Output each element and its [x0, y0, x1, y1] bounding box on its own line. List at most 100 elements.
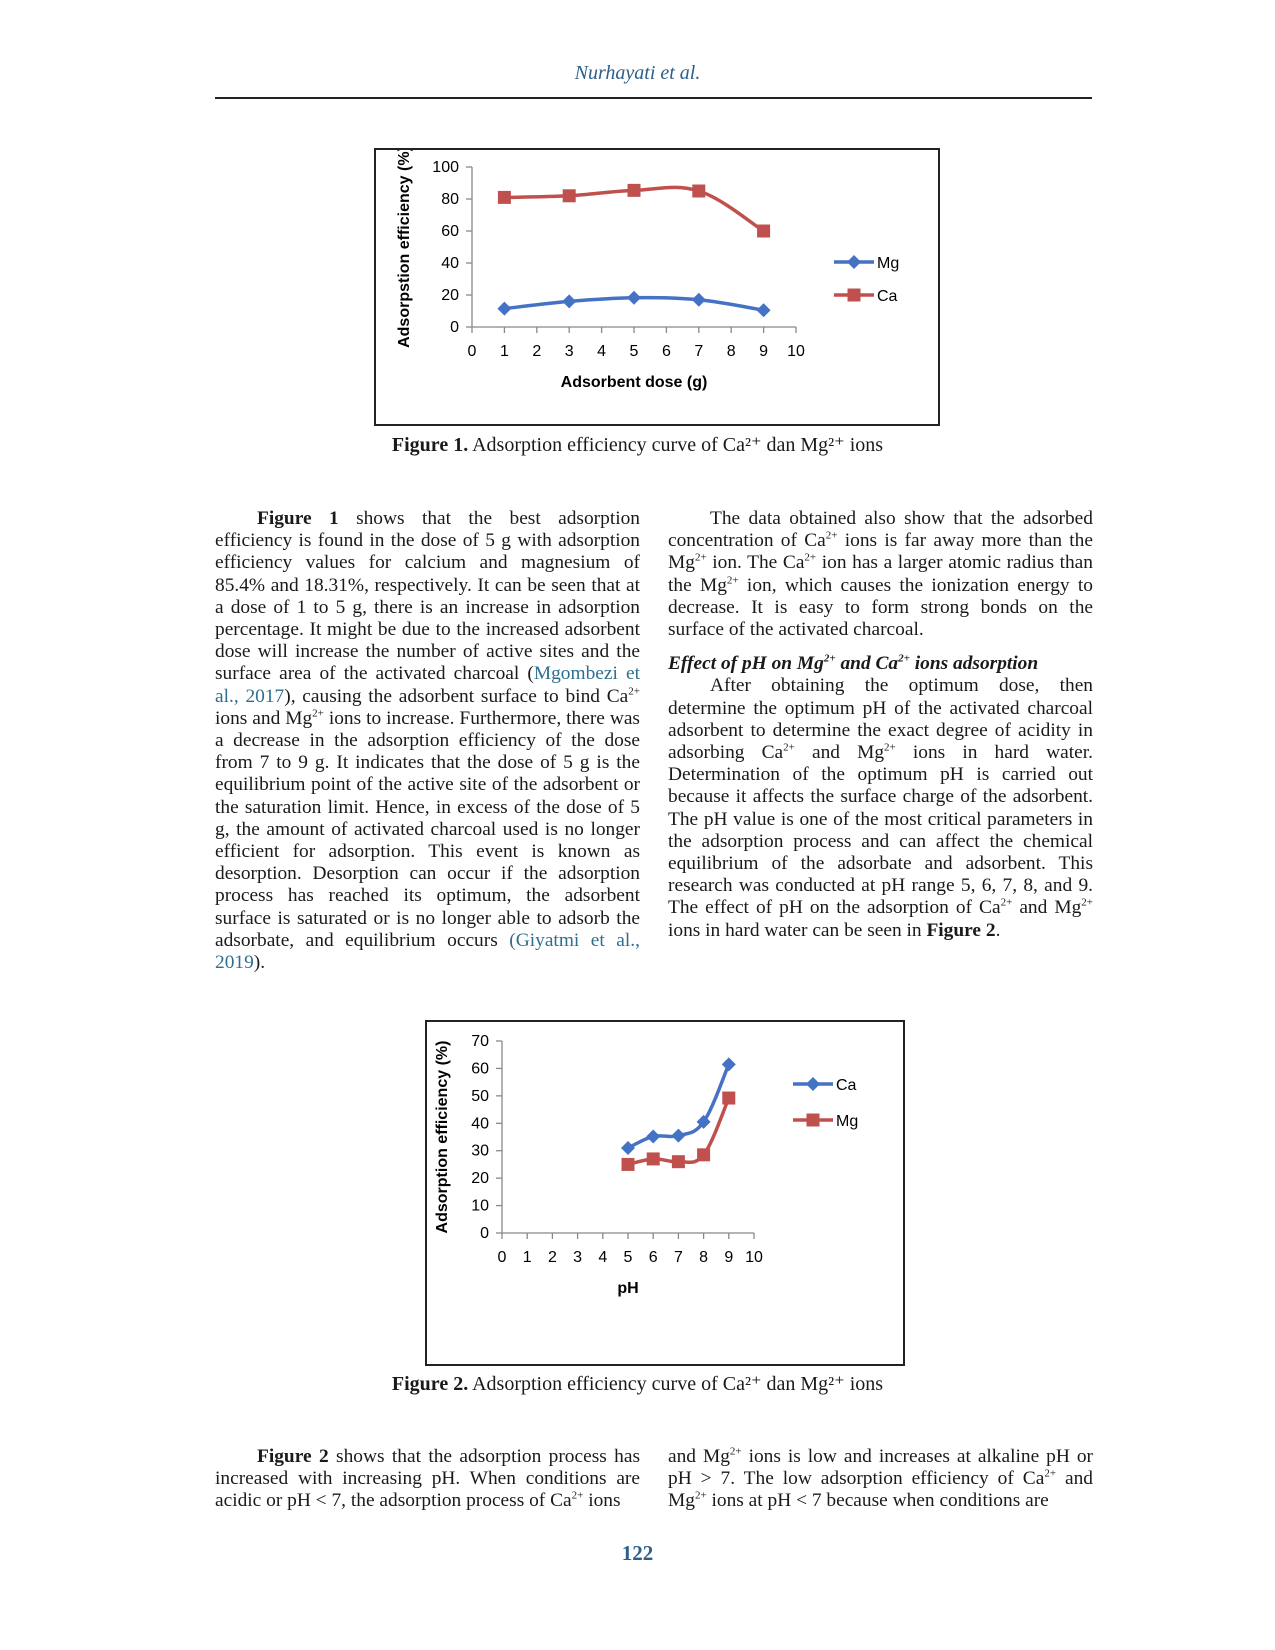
- legend-marker-mg: [806, 1113, 820, 1127]
- x-tick-label: 1: [523, 1249, 532, 1266]
- data-point-ca: [692, 184, 706, 198]
- text: ions in hard water. Determination of the…: [668, 742, 1093, 919]
- data-point-mg: [562, 294, 577, 309]
- citation-giyatmi[interactable]: (Giyatmi et al., 2019: [215, 929, 640, 974]
- data-point-ca: [621, 1140, 635, 1155]
- superscript: 2+: [1044, 1467, 1057, 1480]
- figure-2-caption-label: Figure 2.: [391, 1373, 469, 1395]
- y-tick-label: 0: [480, 1225, 489, 1242]
- data-point-mg: [627, 290, 641, 305]
- data-point-ca: [627, 183, 641, 197]
- legend-label-ca: Ca: [836, 1077, 857, 1094]
- superscript: 2+: [825, 529, 838, 542]
- figure-ref: Figure 1: [257, 508, 339, 529]
- left-column-top: Figure 1 shows that the best adsorption …: [215, 508, 640, 974]
- text: ion has a larger atomic radius than the …: [668, 552, 1093, 596]
- figure-1-svg: 0 20 40 60 80 100 0 1 2 3 4 5 6 7 8 9 10 Adsorbent dose (…: [396, 150, 899, 391]
- text: ), causing the adsorbent surface to bind…: [284, 685, 629, 707]
- data-point-mg: [697, 1148, 711, 1162]
- figure-1-caption-label: Figure 1.: [391, 434, 469, 456]
- x-tick-label: 6: [649, 1249, 658, 1266]
- figure-ref: Figure 2: [926, 919, 996, 941]
- x-tick-label: 1: [500, 343, 509, 360]
- superscript: 2+: [1000, 896, 1013, 909]
- text: ions is low and increases at alkaline pH…: [668, 1446, 1093, 1490]
- superscript: 2+: [783, 741, 795, 754]
- data-point-mg: [756, 303, 771, 318]
- x-tick-label: 0: [468, 343, 477, 360]
- text: ions to increase. Furthermore, there was…: [215, 707, 640, 951]
- paragraph-figure2-discussion: Figure 2 shows that the adsorption proce…: [215, 1446, 640, 1513]
- data-point-ca: [497, 190, 511, 204]
- paragraph-low-ph: and Mg2+ ions is low and increases at al…: [668, 1446, 1093, 1513]
- superscript: 2+: [571, 1489, 584, 1502]
- y-tick-label: 20: [471, 1170, 489, 1187]
- x-tick-label: 10: [787, 343, 805, 360]
- text: ions is far away more than the Mg: [668, 530, 1093, 574]
- superscript: 2+: [628, 685, 640, 698]
- x-axis-title: pH: [617, 1280, 638, 1297]
- y-tick-label: 40: [441, 255, 459, 272]
- y-tick-label: 60: [441, 223, 459, 240]
- text: ions: [583, 1490, 621, 1512]
- data-point-ca: [646, 1129, 661, 1144]
- left-column-bottom: Figure 2 shows that the adsorption proce…: [215, 1446, 640, 1513]
- y-tick-label: 40: [471, 1115, 489, 1132]
- y-tick-label: 100: [432, 159, 459, 176]
- text: and Mg: [668, 1446, 730, 1467]
- x-tick-label: 7: [674, 1249, 683, 1266]
- x-tick-label: 5: [630, 343, 639, 360]
- y-axis-title: Adsorpstion efficiency (%): [396, 150, 413, 348]
- x-tick-label: 9: [759, 343, 768, 360]
- x-tick-label: 10: [745, 1249, 763, 1266]
- superscript: 2+: [694, 1489, 707, 1502]
- data-point-ca: [562, 189, 576, 203]
- citation-mgombezi[interactable]: Mgombezi et al., 2017: [215, 663, 640, 707]
- text: shows that the best adsorption efficienc…: [215, 508, 640, 685]
- figure-1-chart: 0 20 40 60 80 100 0 1 2 3 4 5 6 7 8 9 10 Adsorbent dose (…: [374, 148, 940, 426]
- x-tick-label: 2: [548, 1249, 557, 1266]
- right-column-top: The data obtained also show that the ads…: [668, 508, 1093, 942]
- text: ions adsorption: [909, 653, 1039, 675]
- text: ion, which causes the ionization energy …: [668, 574, 1093, 641]
- x-tick-label: 3: [565, 343, 574, 360]
- text: ).: [253, 952, 266, 974]
- data-point-mg: [671, 1155, 685, 1169]
- x-tick-label: 2: [532, 343, 541, 360]
- page-number: 122: [621, 1541, 654, 1565]
- legend-label-mg: Mg: [836, 1113, 858, 1130]
- superscript: 2+: [823, 652, 836, 665]
- superscript: 2+: [694, 551, 707, 564]
- figure-2-caption: Figure 2. Adsorption efficiency curve of…: [0, 1371, 1275, 1396]
- superscript: 2+: [312, 707, 324, 720]
- legend-marker-ca: [806, 1077, 820, 1091]
- x-tick-label: 4: [597, 343, 606, 360]
- data-point-mg: [497, 301, 512, 316]
- text: After obtaining the optimum dose, then d…: [668, 675, 1093, 764]
- text: The data obtained also show that the ads…: [668, 508, 1093, 552]
- data-point-ca: [757, 224, 771, 238]
- section-subheading: Effect of pH on Mg2+ and Ca2+ ions adsor…: [668, 653, 1093, 675]
- x-tick-label: 9: [724, 1249, 733, 1266]
- text: and Mg: [794, 742, 885, 764]
- paragraph-figure1-discussion: Figure 1 shows that the best adsorption …: [215, 508, 640, 974]
- data-point-ca: [721, 1057, 736, 1072]
- text: Effect of pH on Mg: [668, 653, 824, 675]
- figure-2-caption-text: Adsorption efficiency curve of Ca²⁺ dan …: [468, 1373, 884, 1395]
- x-tick-label: 8: [699, 1249, 708, 1266]
- text: and Mg: [1012, 897, 1082, 919]
- data-point-ca: [696, 1114, 711, 1129]
- text: ion. The Ca: [706, 552, 805, 574]
- y-tick-label: 60: [471, 1060, 489, 1077]
- data-point-mg: [646, 1152, 660, 1166]
- x-tick-label: 5: [624, 1249, 633, 1266]
- data-point-mg: [722, 1091, 736, 1105]
- legend-label-ca: Ca: [877, 288, 898, 305]
- superscript: 2+: [729, 1445, 742, 1458]
- x-tick-label: 0: [498, 1249, 507, 1266]
- text: ions at pH < 7 because when conditions a…: [706, 1490, 1049, 1512]
- header-rule: [215, 97, 1092, 99]
- legend-label-mg: Mg: [877, 255, 899, 272]
- superscript: 2+: [804, 551, 817, 564]
